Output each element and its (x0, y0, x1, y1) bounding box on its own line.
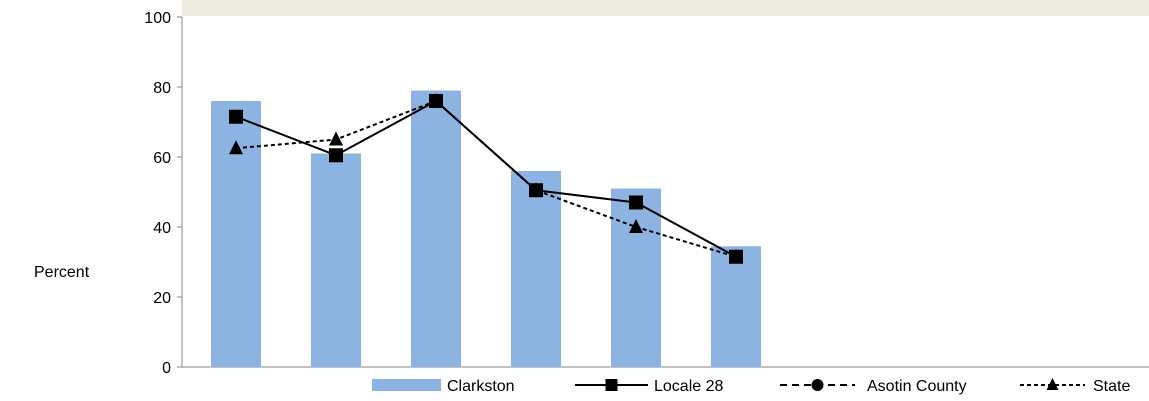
legend-label: State (1093, 378, 1130, 395)
point (529, 183, 543, 198)
legend: Clarkston Locale 28 Asotin County State (372, 378, 1130, 395)
series-line (235, 99, 737, 258)
header-band (182, 0, 1149, 16)
y-tick-label: 40 (153, 220, 171, 237)
point (429, 94, 443, 108)
bar (511, 171, 561, 367)
y-axis-label: Percent (34, 264, 90, 281)
point (629, 219, 643, 233)
point (229, 140, 243, 155)
point (329, 131, 343, 146)
legend-item: Clarkston (372, 378, 515, 395)
line-series (229, 93, 743, 264)
y-tick-label: 60 (153, 150, 171, 167)
y-tick-label: 80 (153, 80, 171, 97)
legend-label: Clarkston (447, 378, 515, 395)
legend-item: Locale 28 (575, 378, 723, 395)
point (329, 148, 343, 163)
legend-swatch (372, 379, 441, 391)
y-tick-label: 20 (153, 290, 171, 307)
bar (311, 153, 361, 367)
point (729, 249, 743, 264)
legend-item: Asotin County (780, 378, 967, 395)
bar-series (211, 90, 761, 367)
y-tick-label: 0 (162, 360, 171, 377)
bar (411, 90, 461, 367)
y-tick-label: 100 (144, 10, 171, 27)
point (629, 195, 643, 210)
legend-label: Locale 28 (654, 378, 723, 395)
legend-label: Asotin County (867, 378, 967, 395)
bar (711, 246, 761, 367)
point (811, 379, 824, 391)
point (605, 379, 618, 391)
bar (611, 188, 661, 367)
legend-item: State (1020, 378, 1130, 395)
point (1046, 378, 1059, 390)
point (229, 109, 243, 124)
